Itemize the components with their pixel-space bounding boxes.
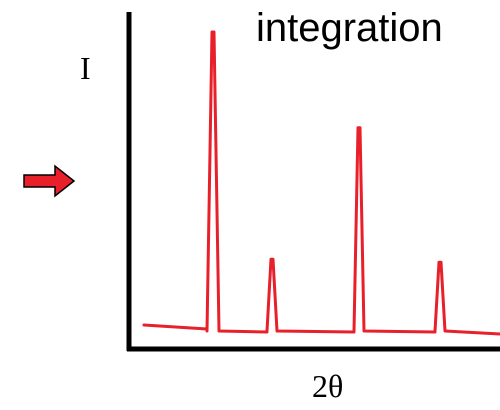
peak-markers [212,31,441,263]
x-axis-label: 2θ [312,368,344,404]
intensity-trace [142,30,500,336]
chart-title: integration [256,6,443,50]
right-arrow-icon [23,164,76,198]
y-axis-label: I [80,50,91,86]
